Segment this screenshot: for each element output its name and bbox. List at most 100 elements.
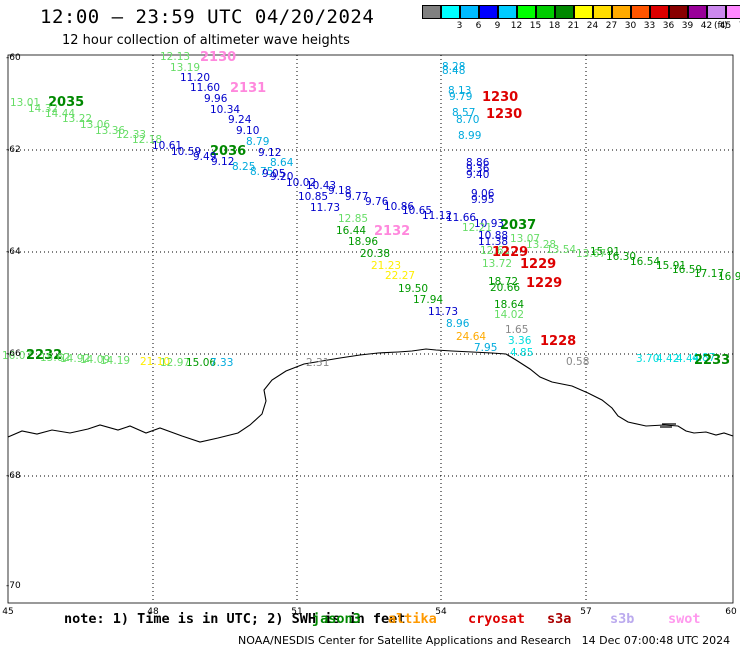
wave-height-label: 9.05 [262,168,285,180]
wave-height-label: 11.60 [190,82,220,94]
color-scale-swatch [631,5,650,19]
wave-height-label: 3.70 [636,353,659,365]
longitude-label: 60 [725,607,737,617]
color-scale-tick: 27 [605,21,618,31]
pass-time-label: 1229 [526,276,562,291]
color-scale-unit: (ft) [714,21,728,31]
color-scale-tick: 24 [586,21,599,31]
latitude-label: -60 [6,53,21,63]
wave-height-label: 13.54 [546,244,576,256]
color-scale-tick: 21 [567,21,580,31]
wave-height-label: 9.18 [328,185,351,197]
color-scale-swatch [422,5,441,19]
wave-height-label: 13.19 [170,62,200,74]
wave-height-label: 9.49 [193,151,216,163]
wave-height-label: 17.17 [694,268,724,280]
color-scale-swatch [517,5,536,19]
wave-height-label: 14.09 [80,354,110,366]
wave-height-label: 13.22 [62,113,92,125]
pass-time-label: 2037 [500,218,536,233]
wave-height-label: 9.20 [270,171,293,183]
page-title: 12:00 – 23:59 UTC 04/20/2024 [40,6,375,28]
pass-time-label: 2232 [26,348,62,363]
wave-height-label: 8.48 [442,65,465,77]
color-scale-tick: 3 [456,21,463,31]
wave-height-label: 10.02 [286,177,316,189]
wave-height-label: 10.88 [478,230,508,242]
wave-height-label: 10.34 [210,104,240,116]
color-scale-tick: 70 [735,21,740,31]
color-scale-tick: 18 [548,21,561,31]
pass-time-label: 1228 [540,334,576,349]
pass-time-label: 2130 [200,50,236,65]
wave-height-label: 16.54 [630,256,660,268]
wave-height-label: 11.12 [422,210,452,222]
wave-height-label: 10.86 [384,201,414,213]
wave-height-label: 2.31 [306,357,329,369]
latitude-label: -70 [6,581,21,591]
color-scale-swatch [460,5,479,19]
longitude-label: 45 [2,607,13,617]
wave-height-label: 12.33 [116,129,146,141]
color-scale-tick: 42 [700,21,713,31]
wave-height-label: 18.96 [348,236,378,248]
pass-time-label: 1230 [486,107,522,122]
wave-height-label: 13.67 [576,248,606,260]
wave-height-label: 24.64 [456,331,486,343]
wave-height-label: 4.85 [510,347,533,359]
wave-height-label: 9.06 [471,188,495,200]
wave-height-label: 8.79 [246,136,269,148]
wave-height-label: 21.10 [140,356,170,368]
wave-height-label: 3.36 [508,335,532,347]
wave-height-label: 13.07 [510,233,540,245]
color-scale-tick: 9 [494,21,501,31]
wave-height-label: 9.79 [449,91,472,103]
latitude-label: -62 [6,145,21,155]
wave-height-label: 10.85 [298,191,328,203]
pass-time-label: 1229 [520,257,556,272]
wave-height-label: 16.59 [672,264,702,276]
latitude-label: -64 [6,247,21,257]
wave-height-label: 10.61 [152,140,182,152]
color-scale-swatch [650,5,669,19]
wave-height-label: 9.76 [365,196,389,208]
satellite-legend-entry: s3a [547,611,572,627]
color-scale-swatch [612,5,631,19]
color-scale-swatch [707,5,726,19]
wave-height-label: 10.59 [171,146,201,158]
color-scale-tick: 36 [662,21,675,31]
coastline [7,348,734,443]
pass-time-label: 2131 [230,81,266,96]
wave-height-label: 7.95 [474,342,497,354]
wave-height-label: 22.27 [385,270,415,282]
wave-height-label: 21.23 [371,260,401,272]
footer-note: note: 1) Time is in UTC; 2) SWH is in fe… [64,611,406,627]
wave-height-label: 17.94 [413,294,443,306]
color-scale-swatch [726,5,740,19]
color-scale-swatch [555,5,574,19]
wave-height-label: 8.13 [448,85,471,97]
satellite-legend-entry: altika [388,611,437,627]
wave-height-label: 14.32 [28,103,58,115]
wave-height-label: 8.57 [452,107,475,119]
wave-height-label: 20.66 [490,282,520,294]
map-frame [7,54,734,604]
wave-height-label: 0.58 [566,356,589,368]
wave-height-label: 14.02 [494,309,524,321]
wave-height-label: 8.70 [456,114,479,126]
wave-height-label: 10.43 [306,180,336,192]
wave-height-label: 11.73 [428,306,458,318]
color-scale-swatch [498,5,517,19]
wave-height-label: 9.40 [466,169,489,181]
wave-height-label: 7.33 [210,357,233,369]
page-subtitle: 12 hour collection of altimeter wave hei… [62,33,350,48]
color-scale-tick: 30 [624,21,637,31]
wave-height-label: 13.36 [95,125,125,137]
credit-line: NOAA/NESDIS Center for Satellite Applica… [238,634,731,647]
wave-height-label: 12.97 [160,357,190,369]
wave-height-label: 9.77 [345,191,368,203]
longitude-label: 54 [435,607,447,617]
wave-height-label: 14.92 [60,353,90,365]
wave-height-label: 4.87 [692,352,715,364]
